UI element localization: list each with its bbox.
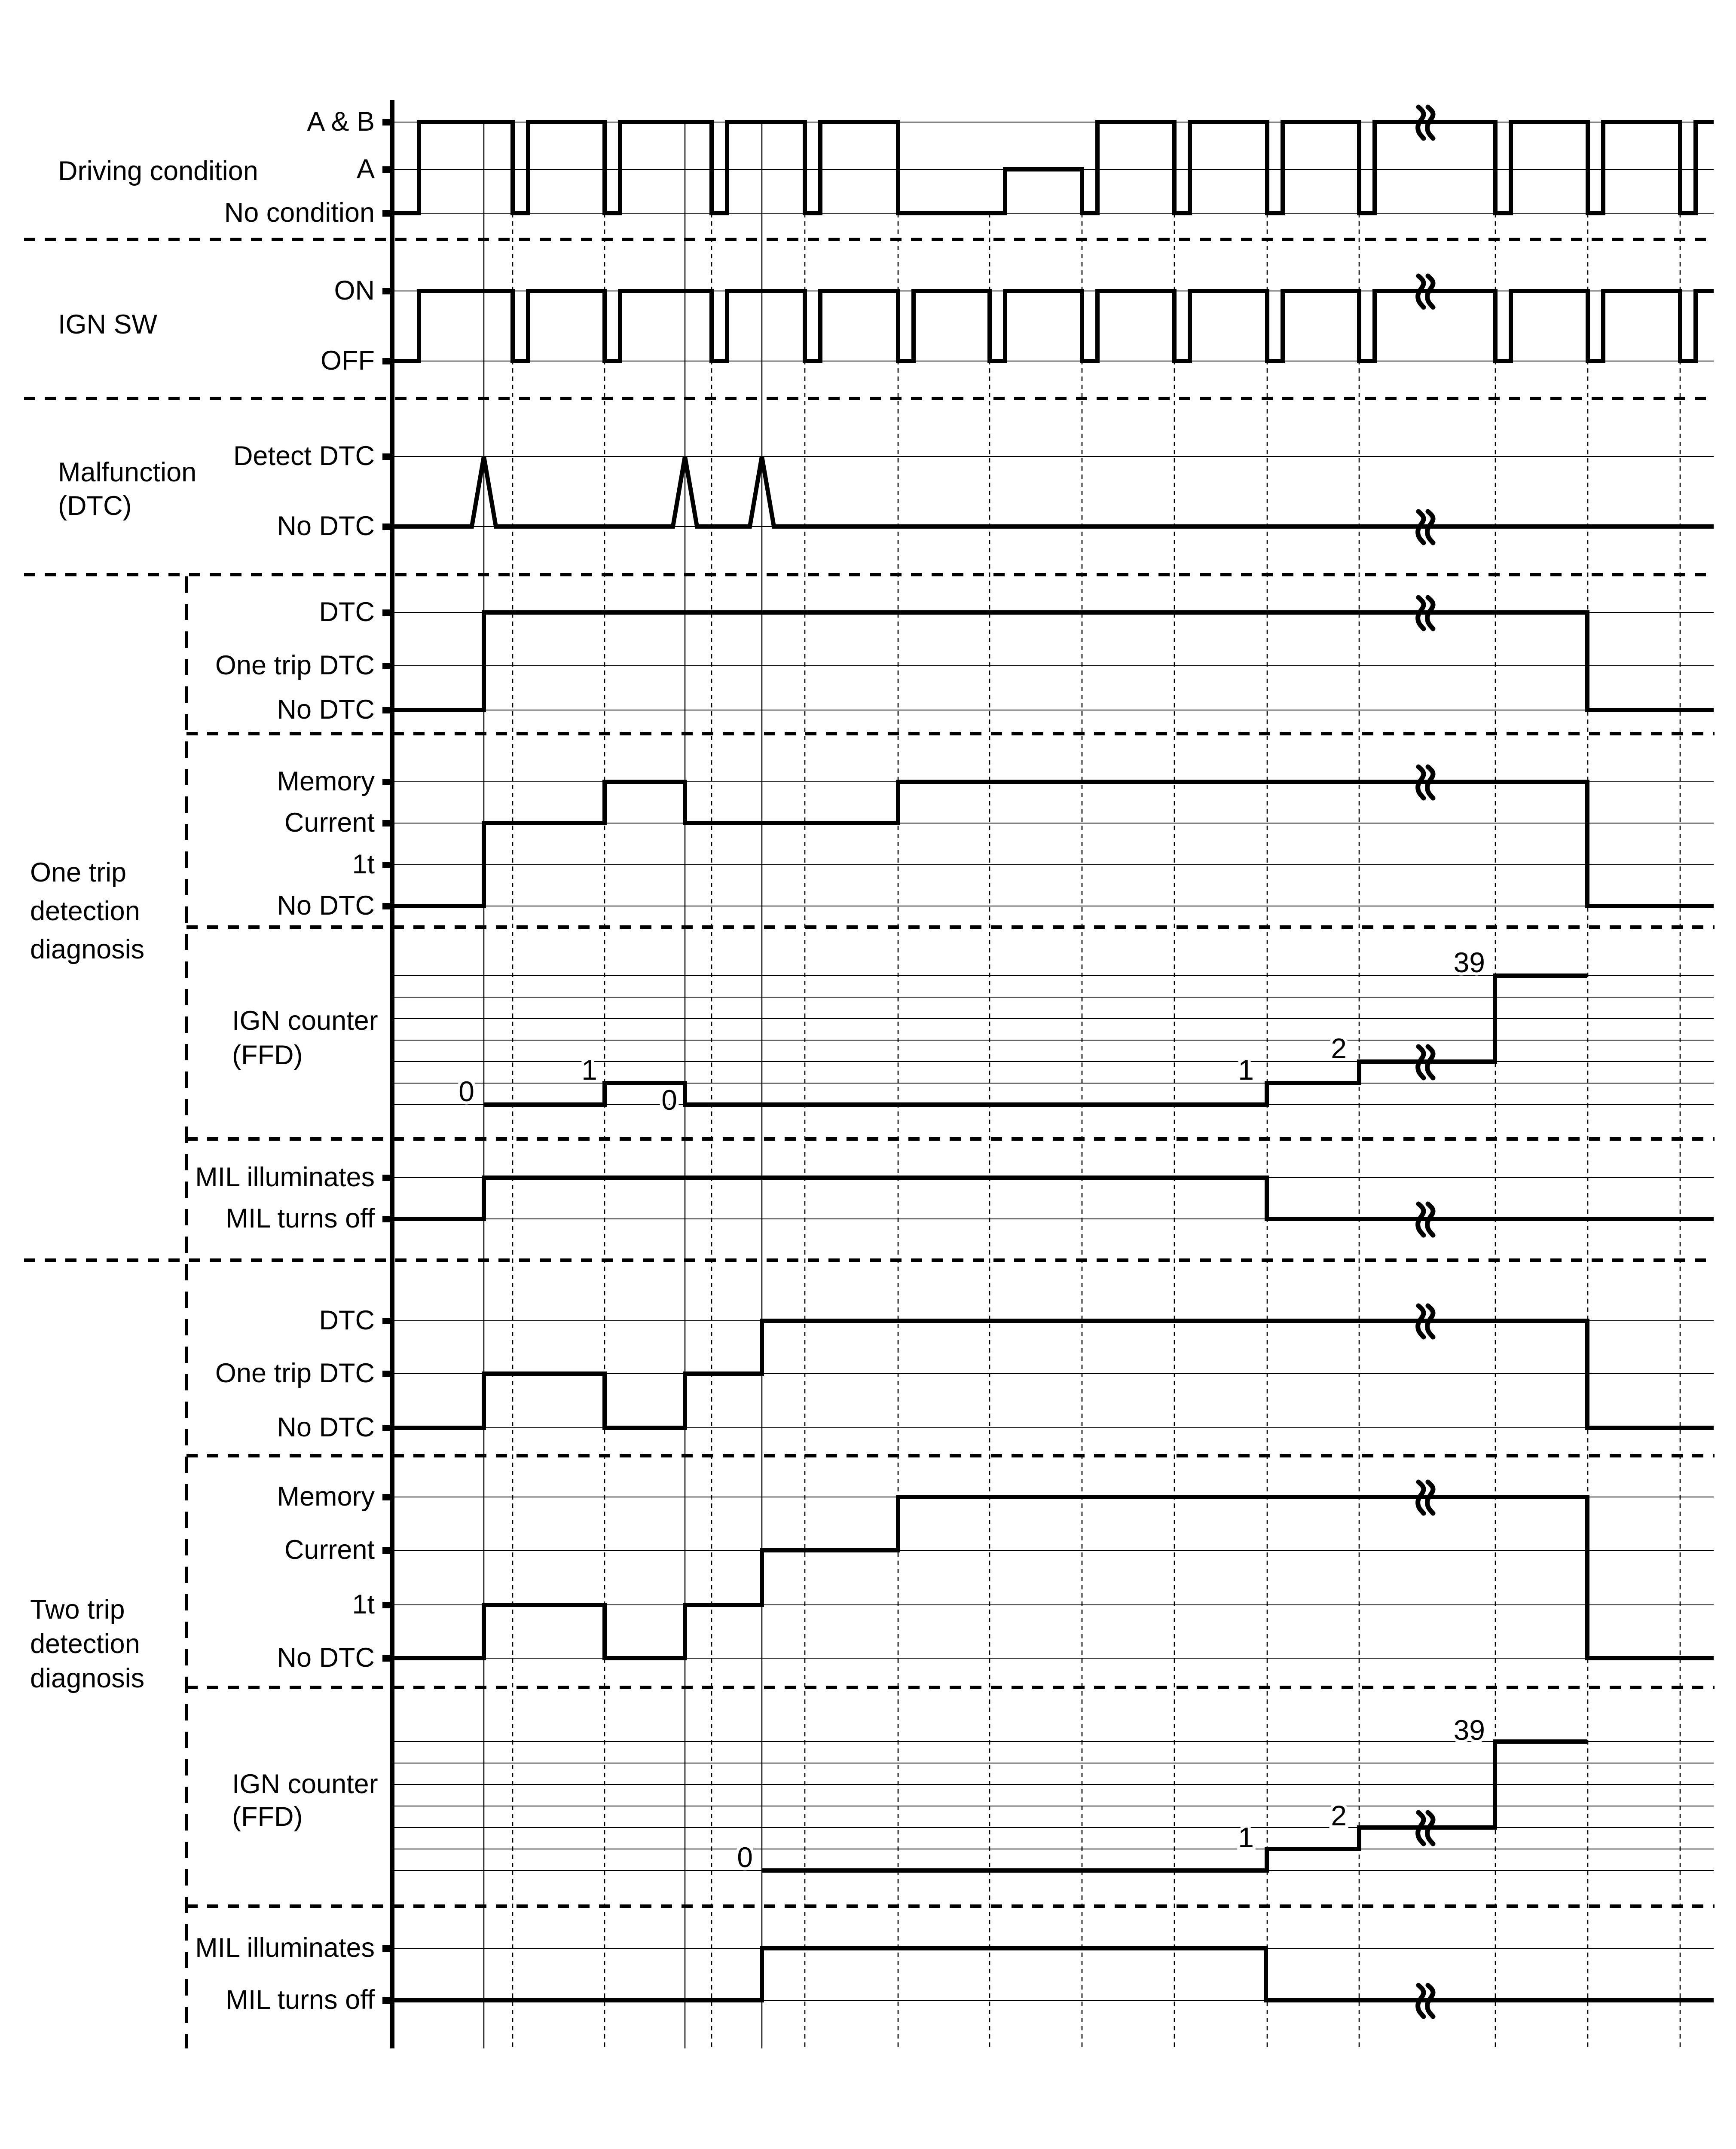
svg-text:One trip DTC: One trip DTC <box>215 650 375 680</box>
svg-text:1t: 1t <box>352 849 375 879</box>
svg-text:1t: 1t <box>352 1589 375 1619</box>
svg-text:Memory: Memory <box>277 766 375 796</box>
svg-text:One trip: One trip <box>30 857 126 888</box>
svg-text:0: 0 <box>661 1084 677 1116</box>
svg-text:0: 0 <box>737 1841 753 1873</box>
svg-text:No DTC: No DTC <box>277 1643 375 1673</box>
svg-text:Two trip: Two trip <box>30 1595 125 1625</box>
svg-text:Detect DTC: Detect DTC <box>233 441 375 471</box>
svg-text:0: 0 <box>458 1075 474 1107</box>
svg-text:No condition: No condition <box>224 198 375 228</box>
svg-text:No DTC: No DTC <box>277 511 375 541</box>
svg-text:Driving condition: Driving condition <box>58 156 258 186</box>
svg-text:No DTC: No DTC <box>277 695 375 725</box>
svg-text:A: A <box>357 154 375 184</box>
svg-text:No DTC: No DTC <box>277 1412 375 1442</box>
svg-text:MIL illuminates: MIL illuminates <box>195 1933 375 1963</box>
svg-text:1: 1 <box>1238 1821 1254 1853</box>
svg-text:IGN counter: IGN counter <box>232 1769 378 1799</box>
svg-text:IGN SW: IGN SW <box>58 309 158 340</box>
svg-text:(DTC): (DTC) <box>58 491 131 521</box>
svg-text:(FFD): (FFD) <box>232 1040 303 1070</box>
svg-text:DTC: DTC <box>319 597 375 627</box>
svg-text:2: 2 <box>1331 1800 1347 1831</box>
svg-text:A & B: A & B <box>307 107 375 137</box>
svg-text:detection: detection <box>30 896 140 926</box>
svg-text:MIL turns off: MIL turns off <box>226 1203 375 1234</box>
svg-text:39: 39 <box>1454 946 1485 978</box>
svg-text:1: 1 <box>581 1054 597 1086</box>
svg-text:(FFD): (FFD) <box>232 1802 303 1832</box>
svg-text:2: 2 <box>1331 1032 1347 1064</box>
svg-text:IGN counter: IGN counter <box>232 1006 378 1036</box>
svg-text:diagnosis: diagnosis <box>30 1663 144 1693</box>
svg-text:OFF: OFF <box>321 346 375 376</box>
svg-text:MIL illuminates: MIL illuminates <box>195 1162 375 1192</box>
svg-text:Current: Current <box>284 1535 375 1565</box>
svg-text:39: 39 <box>1454 1714 1485 1746</box>
svg-text:diagnosis: diagnosis <box>30 934 144 964</box>
svg-text:One trip DTC: One trip DTC <box>215 1358 375 1388</box>
svg-text:Memory: Memory <box>277 1482 375 1512</box>
svg-text:MIL turns off: MIL turns off <box>226 1985 375 2015</box>
svg-text:1: 1 <box>1238 1054 1254 1086</box>
svg-text:DTC: DTC <box>319 1305 375 1335</box>
svg-text:No DTC: No DTC <box>277 891 375 921</box>
svg-text:Malfunction: Malfunction <box>58 457 196 487</box>
svg-text:Current: Current <box>284 808 375 838</box>
svg-text:detection: detection <box>30 1629 140 1659</box>
svg-text:ON: ON <box>334 276 375 306</box>
